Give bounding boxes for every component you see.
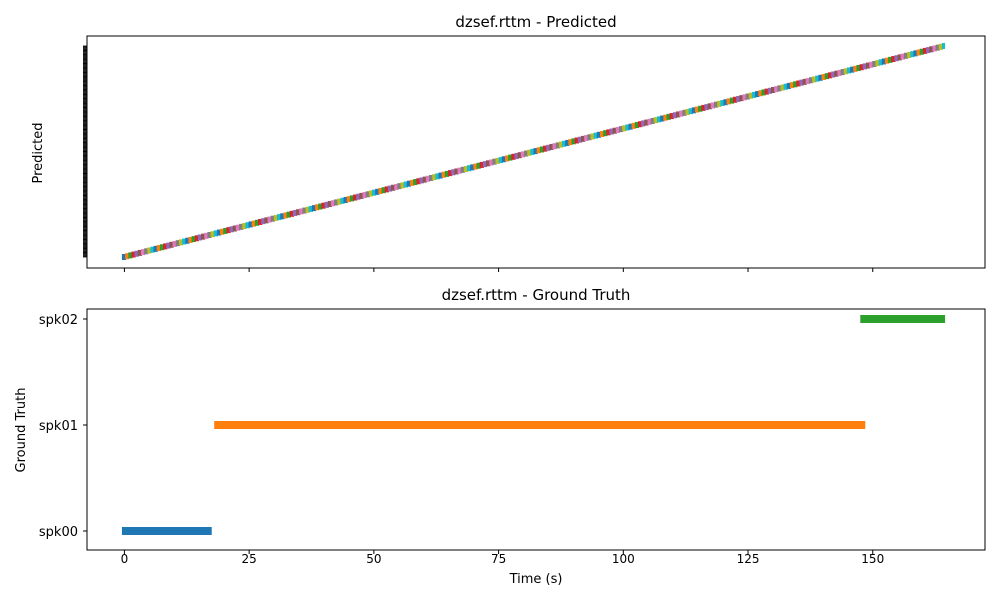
ground-truth-segments	[121, 315, 946, 535]
predicted-axes: dzsef.rttm - Predicted Predicted	[31, 13, 986, 272]
ground-truth-y-tick-label: spk01	[39, 419, 78, 434]
ground-truth-y-label: Ground Truth	[14, 388, 29, 473]
predicted-y-ticks	[83, 45, 87, 258]
ground-truth-y-tick-label: spk02	[39, 313, 78, 328]
ground-truth-title: dzsef.rttm - Ground Truth	[442, 286, 631, 304]
ground-truth-axes: dzsef.rttm - Ground Truth spk00spk01spk0…	[14, 286, 986, 587]
x-tick-label: 50	[366, 552, 381, 566]
x-tick-label: 150	[861, 552, 884, 566]
predicted-y-label: Predicted	[31, 122, 46, 183]
ground-truth-y-ticks: spk00 spk01 spk02	[39, 313, 87, 540]
predicted-x-ticks	[123, 268, 874, 272]
predicted-plot-frame	[86, 35, 986, 269]
x-tick-label: 25	[241, 552, 256, 566]
x-tick-label: 0	[121, 552, 129, 566]
x-tick-label: 100	[612, 552, 635, 566]
ground-truth-plot-frame	[86, 308, 986, 551]
ground-truth-x-ticks: 0 25 50 75 100 125 150	[121, 550, 884, 566]
x-tick-label: 125	[737, 552, 760, 566]
x-tick-label: 75	[491, 552, 506, 566]
ground-truth-y-tick-label: spk00	[39, 525, 78, 540]
predicted-title: dzsef.rttm - Predicted	[455, 13, 616, 31]
predicted-segments	[121, 43, 946, 260]
x-axis-label: Time (s)	[509, 572, 563, 587]
